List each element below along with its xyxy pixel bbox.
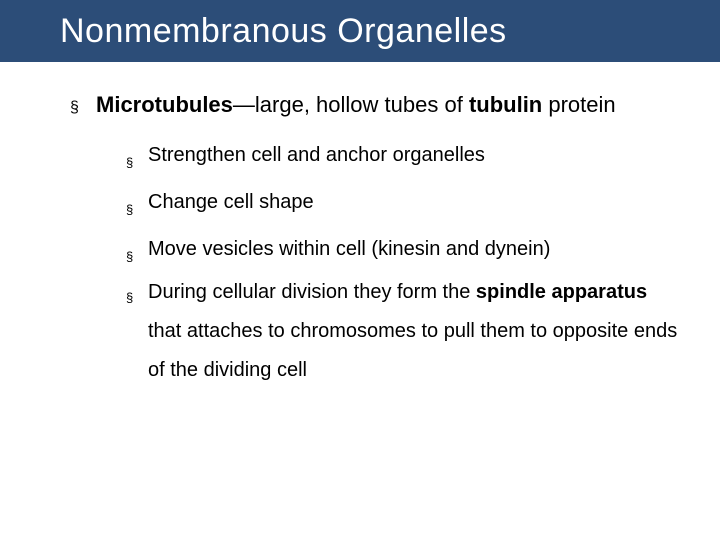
- bullet-icon: §: [126, 285, 133, 310]
- sub-bullet-list: § Strengthen cell and anchor organelles …: [70, 126, 680, 398]
- bullet-icon: §: [126, 195, 133, 226]
- sub-bullet-1: § Strengthen cell and anchor organelles: [126, 132, 680, 179]
- main-dash: —: [233, 92, 255, 117]
- main-bullet: § Microtubules—large, hollow tubes of tu…: [70, 84, 680, 126]
- title-bar: Nonmembranous Organelles: [0, 0, 720, 62]
- sub-bullet-3: § Move vesicles within cell (kinesin and…: [126, 226, 680, 273]
- sub-bullet-4: § During cellular division they form the…: [126, 273, 680, 398]
- bullet-icon: §: [126, 148, 133, 179]
- main-suffix: protein: [542, 92, 615, 117]
- sub-text: Move vesicles within cell (kinesin and d…: [148, 238, 550, 260]
- bullet-icon: §: [126, 242, 133, 273]
- bullet-icon: §: [70, 93, 79, 123]
- sub-text-bold: spindle apparatus: [476, 281, 647, 303]
- main-mid: large, hollow tubes of: [255, 92, 469, 117]
- sub-text-a: During cellular division they form the: [148, 281, 476, 303]
- slide-title: Nonmembranous Organelles: [60, 12, 507, 51]
- sub-bullet-2: § Change cell shape: [126, 179, 680, 226]
- sub-text-b: that attaches to chromosomes to pull the…: [148, 320, 677, 381]
- sub-text: Strengthen cell and anchor organelles: [148, 144, 485, 166]
- sub-text: Change cell shape: [148, 191, 314, 213]
- main-term: Microtubules: [96, 92, 233, 117]
- slide-content: § Microtubules—large, hollow tubes of tu…: [0, 62, 720, 398]
- main-term2: tubulin: [469, 92, 542, 117]
